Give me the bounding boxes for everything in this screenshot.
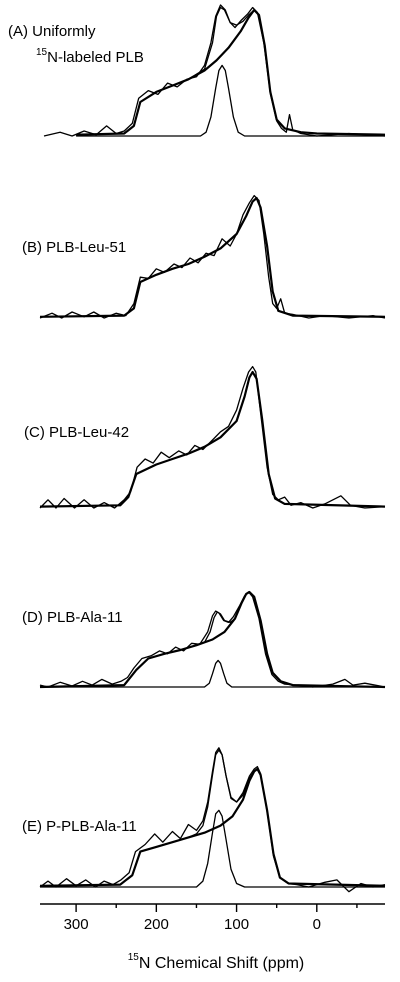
x-tick-label: 300 bbox=[64, 916, 89, 933]
isotropic-peak-e bbox=[40, 809, 385, 888]
x-axis-ticks: 300 200 100 0 bbox=[64, 904, 358, 933]
spectrum-panel-e bbox=[39, 747, 386, 893]
isotropic-peak-a bbox=[76, 64, 385, 137]
panel-label-a-sample: N-labeled PLB bbox=[47, 49, 144, 66]
panel-label-e: (E) P-PLB-Ala-11 bbox=[22, 818, 137, 835]
panel-label-a: (A) Uniformly bbox=[8, 23, 96, 40]
panel-label-d: (D) PLB-Ala-11 bbox=[22, 609, 123, 626]
summed-fit-a bbox=[76, 6, 386, 136]
x-tick-label: 100 bbox=[224, 916, 249, 933]
experimental-spectrum-b bbox=[39, 194, 386, 319]
panel-label-a-isotope: 15 bbox=[36, 47, 48, 58]
experimental-spectrum-c bbox=[39, 365, 386, 509]
x-tick-label: 0 bbox=[313, 916, 321, 933]
spectrum-panel-b bbox=[39, 194, 386, 319]
spectra-panels bbox=[39, 4, 386, 893]
panel-label-b: (B) PLB-Leu-51 bbox=[22, 239, 126, 256]
experimental-spectrum-a bbox=[43, 4, 386, 137]
panel-label-a-line2: 15N-labeled PLB bbox=[36, 47, 144, 66]
x-axis-title-isotope: 15 bbox=[128, 952, 140, 963]
x-axis-title-text: N Chemical Shift (ppm) bbox=[139, 955, 304, 972]
powder-pattern-fit-a bbox=[76, 8, 386, 136]
spectrum-panel-c bbox=[39, 365, 386, 509]
spectrum-panel-a bbox=[43, 4, 386, 137]
powder-pattern-fit-b bbox=[39, 196, 386, 318]
experimental-spectrum-e bbox=[39, 747, 386, 893]
spectrum-panel-d bbox=[39, 590, 386, 689]
x-axis-title: 15N Chemical Shift (ppm) bbox=[128, 952, 305, 972]
experimental-spectrum-d bbox=[39, 591, 386, 688]
x-tick-label: 200 bbox=[144, 916, 169, 933]
isotropic-peak-d bbox=[40, 659, 385, 688]
panel-label-c: (C) PLB-Leu-42 bbox=[24, 424, 129, 441]
